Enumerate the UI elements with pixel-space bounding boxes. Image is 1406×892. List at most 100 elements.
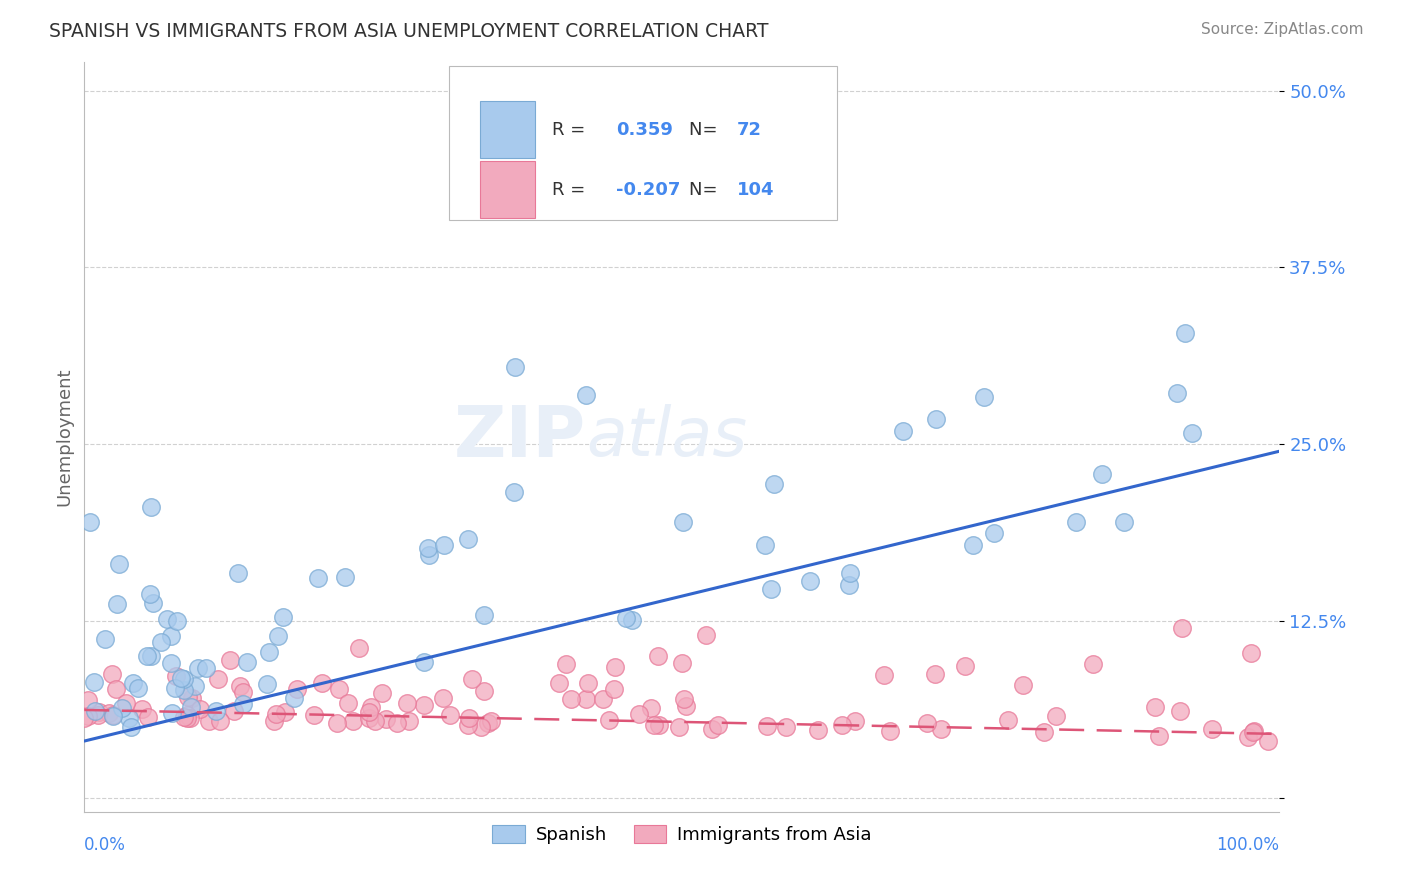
Point [156, 612, 179, 626]
Point [675, 699, 697, 714]
Point [232, 697, 254, 711]
Point [763, 476, 786, 491]
Text: 104: 104 [737, 181, 775, 199]
Point [844, 714, 866, 728]
Point [1066, 515, 1088, 529]
Point [879, 723, 901, 738]
Point [628, 707, 651, 722]
Point [135, 648, 157, 663]
Point [149, 635, 172, 649]
Point [173, 673, 195, 687]
Point [891, 424, 914, 438]
Point [159, 629, 181, 643]
Point [142, 597, 165, 611]
Point [457, 532, 479, 546]
Text: R =: R = [551, 181, 591, 199]
Point [503, 485, 526, 500]
Point [94, 632, 117, 646]
Point [188, 702, 211, 716]
Point [120, 720, 142, 734]
Point [839, 566, 862, 580]
Point [983, 526, 1005, 541]
Point [1143, 700, 1166, 714]
Point [1032, 725, 1054, 739]
Point [371, 686, 394, 700]
Point [418, 548, 440, 562]
Point [176, 708, 198, 723]
Point [398, 714, 420, 728]
Point [187, 661, 209, 675]
Point [173, 710, 195, 724]
Point [799, 574, 821, 589]
Point [364, 714, 387, 728]
Point [754, 538, 776, 552]
Point [1171, 621, 1194, 635]
Point [1241, 724, 1264, 739]
Y-axis label: Unemployment: Unemployment [55, 368, 73, 507]
Point [263, 714, 285, 729]
Point [997, 713, 1019, 727]
Point [1083, 657, 1105, 671]
Point [264, 706, 287, 721]
Point [283, 691, 305, 706]
Point [548, 676, 571, 690]
Point [432, 691, 454, 706]
Point [229, 679, 252, 693]
Point [457, 717, 479, 731]
Point [273, 610, 295, 624]
Text: atlas: atlas [586, 404, 748, 470]
Text: 0.359: 0.359 [616, 121, 673, 139]
Point [357, 711, 380, 725]
Point [1166, 386, 1188, 401]
Point [924, 666, 946, 681]
Point [472, 683, 495, 698]
Point [413, 655, 436, 669]
Point [1114, 515, 1136, 529]
Point [170, 671, 193, 685]
Point [672, 515, 695, 529]
Point [360, 700, 382, 714]
Point [131, 702, 153, 716]
Point [342, 714, 364, 729]
Point [1170, 704, 1192, 718]
Point [973, 391, 995, 405]
Point [97, 706, 120, 720]
Point [640, 701, 662, 715]
Point [671, 657, 693, 671]
Point [375, 712, 398, 726]
Point [198, 714, 221, 728]
Point [256, 677, 278, 691]
Point [176, 690, 198, 704]
Point [574, 691, 596, 706]
Point [433, 538, 456, 552]
Point [141, 649, 163, 664]
Point [105, 597, 128, 611]
Point [100, 667, 122, 681]
Point [236, 655, 259, 669]
Point [873, 668, 896, 682]
Point [138, 587, 160, 601]
Point [307, 571, 329, 585]
Point [707, 718, 730, 732]
Point [179, 711, 201, 725]
Point [122, 676, 145, 690]
Text: N=: N= [689, 121, 723, 139]
Point [347, 640, 370, 655]
Point [560, 692, 582, 706]
Point [962, 538, 984, 552]
Point [1147, 730, 1170, 744]
Point [173, 683, 195, 698]
Text: SPANISH VS IMMIGRANTS FROM ASIA UNEMPLOYMENT CORRELATION CHART: SPANISH VS IMMIGRANTS FROM ASIA UNEMPLOY… [49, 22, 769, 41]
Text: R =: R = [551, 121, 591, 139]
Point [472, 608, 495, 623]
Point [700, 722, 723, 736]
Point [1045, 709, 1067, 723]
Point [1243, 724, 1265, 739]
Point [118, 711, 141, 725]
Text: Source: ZipAtlas.com: Source: ZipAtlas.com [1201, 22, 1364, 37]
Legend: Spanish, Immigrants from Asia: Spanish, Immigrants from Asia [485, 818, 879, 851]
Point [755, 719, 778, 733]
Point [205, 704, 228, 718]
Point [457, 711, 479, 725]
Point [917, 716, 939, 731]
